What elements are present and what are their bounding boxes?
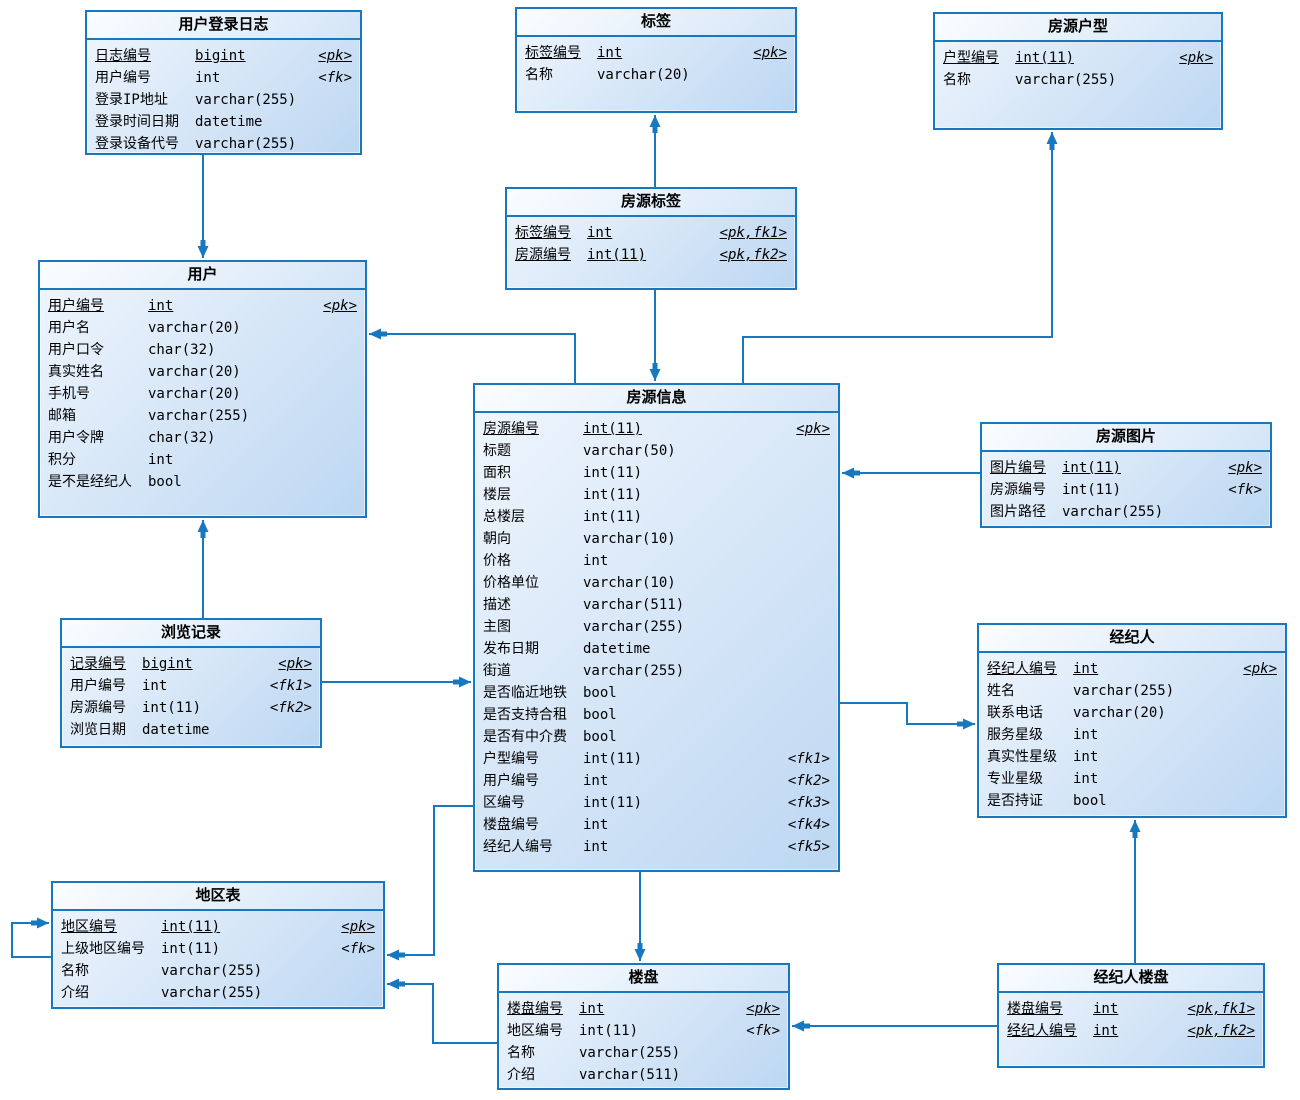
table-fields: 图片编号 int(11) <pk> 房源编号 int(11) <fk> 图片路径 varc…	[990, 460, 1262, 520]
table-region[interactable]: 地区表 地区编号 int(11) <pk> 上级地区编号 int(11) <fk> 名称…	[51, 881, 385, 1009]
table-fields: 用户编号 int <pk> 用户名 varchar(20) 用户口令 char(32) …	[48, 298, 357, 490]
table-title: 房源图片	[982, 424, 1270, 452]
table-agent[interactable]: 经纪人 经纪人编号 int <pk> 姓名 varchar(255) 联系电话 varc…	[977, 623, 1287, 818]
table-fields: 标签编号 int <pk> 名称 varchar(20)	[525, 45, 787, 83]
connector-houseinfo-user	[369, 328, 576, 383]
connector-building-region	[387, 978, 497, 1044]
table-house-picture[interactable]: 房源图片 图片编号 int(11) <pk> 房源编号 int(11) <fk> 图片路…	[980, 422, 1272, 528]
connector-houseinfo-agent	[840, 702, 975, 730]
table-title: 房源户型	[935, 14, 1221, 42]
table-browse-record[interactable]: 浏览记录 记录编号 bigint <pk> 用户编号 int <fk1> 房源编号 int…	[60, 618, 322, 748]
connector-region-self	[11, 917, 51, 958]
connector-houseinfo-region	[387, 805, 473, 961]
table-fields: 日志编号 bigint <pk> 用户编号 int <fk> 登录IP地址 varchar…	[95, 48, 352, 152]
table-title: 经纪人	[979, 625, 1285, 653]
table-building[interactable]: 楼盘 楼盘编号 int <pk> 地区编号 int(11) <fk> 名称 varchar…	[497, 963, 790, 1090]
table-house-label[interactable]: 房源标签 标签编号 int <pk,fk1> 房源编号 int(11) <pk,fk2>	[505, 187, 797, 290]
table-title: 浏览记录	[62, 620, 320, 648]
table-fields: 楼盘编号 int <pk,fk1> 经纪人编号 int <pk,fk2>	[1007, 1001, 1255, 1039]
table-agent-building[interactable]: 经纪人楼盘 楼盘编号 int <pk,fk1> 经纪人编号 int <pk,fk2>	[997, 963, 1265, 1068]
table-title: 楼盘	[499, 965, 788, 993]
table-fields: 户型编号 int(11) <pk> 名称 varchar(255)	[943, 50, 1213, 88]
table-title: 用户	[40, 262, 365, 290]
table-fields: 房源编号 int(11) <pk> 标题 varchar(50) 面积 int(11) …	[483, 421, 830, 855]
table-title: 房源信息	[475, 385, 838, 413]
table-title: 地区表	[53, 883, 383, 911]
table-label[interactable]: 标签 标签编号 int <pk> 名称 varchar(20)	[515, 7, 797, 113]
table-house-info[interactable]: 房源信息 房源编号 int(11) <pk> 标题 varchar(50) 面积 int…	[473, 383, 840, 872]
table-title: 房源标签	[507, 189, 795, 217]
table-user[interactable]: 用户 用户编号 int <pk> 用户名 varchar(20) 用户口令 char(3…	[38, 260, 367, 518]
table-title: 用户登录日志	[87, 12, 360, 40]
table-fields: 记录编号 bigint <pk> 用户编号 int <fk1> 房源编号 int(11) <…	[70, 656, 312, 738]
table-house-type[interactable]: 房源户型 户型编号 int(11) <pk> 名称 varchar(255)	[933, 12, 1223, 130]
table-user-login-log[interactable]: 用户登录日志 日志编号 bigint <pk> 用户编号 int <fk> 登录IP地址…	[85, 10, 362, 155]
table-fields: 标签编号 int <pk,fk1> 房源编号 int(11) <pk,fk2>	[515, 225, 787, 263]
table-title: 标签	[517, 9, 795, 37]
table-title: 经纪人楼盘	[999, 965, 1263, 993]
table-fields: 经纪人编号 int <pk> 姓名 varchar(255) 联系电话 varchar(…	[987, 661, 1277, 809]
table-fields: 楼盘编号 int <pk> 地区编号 int(11) <fk> 名称 varchar(25…	[507, 1001, 780, 1083]
table-fields: 地区编号 int(11) <pk> 上级地区编号 int(11) <fk> 名称 varc…	[61, 919, 375, 1001]
